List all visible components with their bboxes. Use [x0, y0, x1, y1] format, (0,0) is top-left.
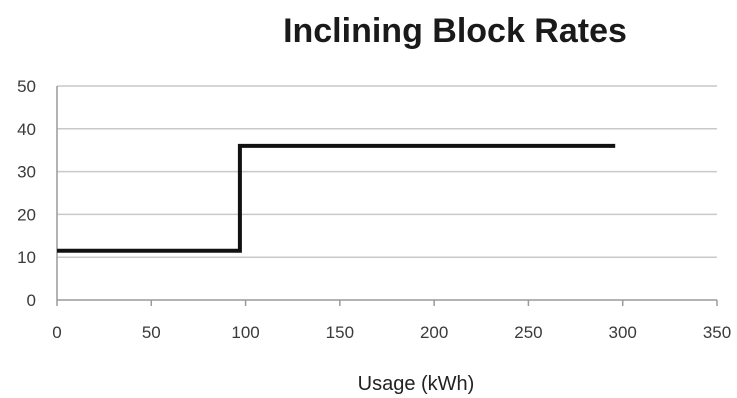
x-tick-label: 0: [52, 323, 61, 342]
y-tick-label: 20: [17, 205, 36, 224]
x-tick-label: 200: [420, 323, 448, 342]
x-tick-labels: 0 50 100 150 200 250 300 350: [52, 323, 731, 342]
x-tick-label: 350: [703, 323, 731, 342]
y-tick-labels: 0 10 20 30 40 50: [17, 77, 36, 310]
x-tick-label: 300: [609, 323, 637, 342]
x-tick-label: 100: [231, 323, 259, 342]
gridlines: [57, 85, 717, 258]
y-tick-label: 40: [17, 120, 36, 139]
series-line-1: [57, 143, 616, 253]
x-tick-label: 50: [142, 323, 161, 342]
x-tick-label: 250: [514, 323, 542, 342]
y-tick-label: 0: [27, 291, 36, 310]
x-tick-label: 150: [326, 323, 354, 342]
y-tick-label: 50: [17, 77, 36, 96]
y-tick-label: 10: [17, 248, 36, 267]
axes: [56, 86, 718, 306]
chart-title: Inclining Block Rates: [283, 12, 627, 50]
series-group: [57, 143, 616, 253]
y-tick-label: 30: [17, 163, 36, 182]
x-axis-label: Usage (kWh): [358, 373, 475, 395]
